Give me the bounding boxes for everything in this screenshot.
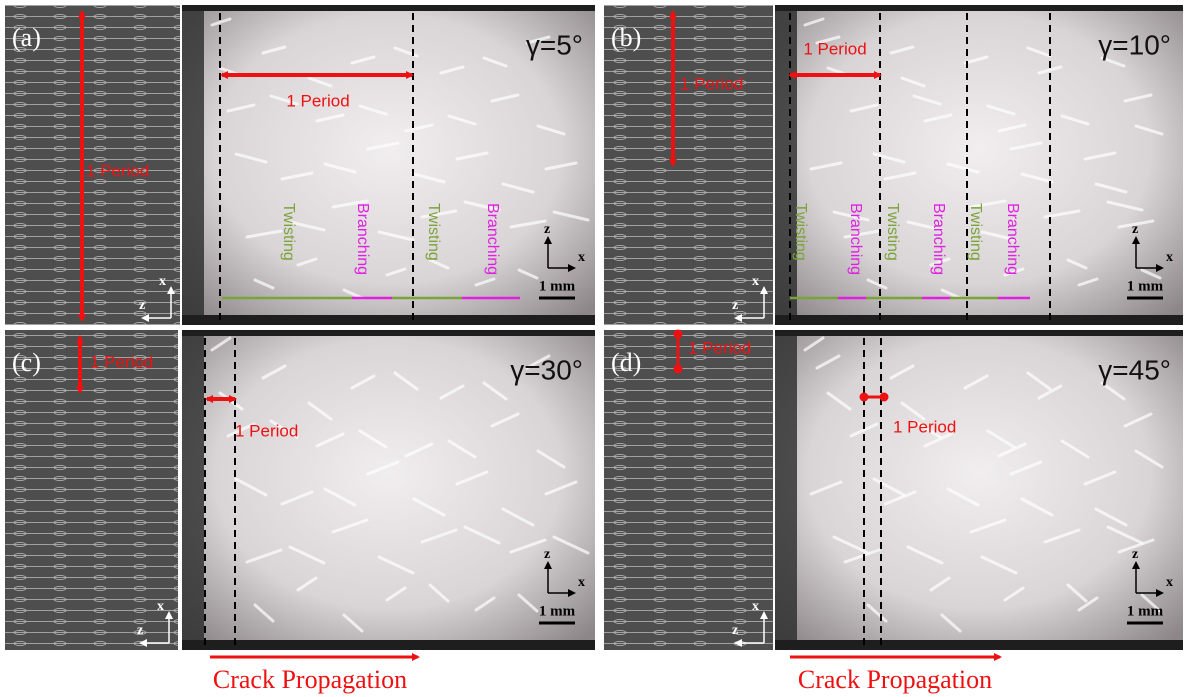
panel-label: (d) — [611, 348, 641, 377]
photo-axis-x: x — [578, 575, 585, 590]
gamma-label: γ=10° — [1098, 29, 1171, 60]
left-axis-x: x — [159, 274, 166, 289]
region-label: Twisting — [884, 203, 901, 261]
gamma-label: γ=45° — [1098, 354, 1171, 385]
region-label: Twisting — [280, 203, 297, 261]
region-label: Branching — [354, 203, 371, 275]
region-label: Twisting — [792, 203, 809, 261]
photo-axis-z: z — [544, 222, 550, 237]
crack-caption: Crack Propagation — [798, 665, 992, 694]
period-label-left: 1 Period — [90, 352, 153, 371]
photo-edge — [182, 5, 204, 325]
region-label: Branching — [930, 203, 947, 275]
region-label: Branching — [484, 203, 501, 275]
photo-edge — [775, 640, 1183, 650]
panel-label: (c) — [12, 348, 41, 377]
photo-edge — [182, 640, 595, 650]
photo-axis-z: z — [1132, 547, 1138, 562]
scale-label: 1 mm — [539, 603, 576, 619]
period-label-left: 1 Period — [688, 338, 751, 357]
scale-label: 1 mm — [1127, 603, 1164, 619]
scale-label: 1 mm — [539, 278, 576, 294]
photo-axis-x: x — [578, 250, 585, 265]
photo-axis-x: x — [1166, 250, 1173, 265]
photo-edge — [775, 5, 1183, 11]
region-label: Branching — [1004, 203, 1021, 275]
period-label-right: 1 Period — [803, 39, 866, 58]
left-axis-z: z — [732, 623, 738, 638]
region-label: Twisting — [425, 203, 442, 261]
left-axis-z: z — [137, 623, 143, 638]
crack-caption: Crack Propagation — [213, 665, 407, 694]
left-axis-z: z — [139, 298, 145, 313]
left-axis-x: x — [752, 599, 759, 614]
panel-label: (a) — [12, 23, 41, 52]
fiber-pattern — [604, 5, 773, 325]
fiber-pattern — [604, 330, 773, 650]
photo-edge — [182, 330, 204, 650]
gamma-label: γ=30° — [510, 354, 583, 385]
period-label-left: 1 Period — [86, 161, 149, 180]
period-label-right: 1 Period — [893, 417, 956, 436]
photo-edge — [775, 330, 797, 650]
photo-edge — [182, 330, 595, 336]
region-label: Branching — [847, 203, 864, 275]
fiber-pattern — [5, 330, 178, 650]
left-axis-z: z — [732, 298, 738, 313]
region-label: Twisting — [967, 203, 984, 261]
left-axis-x: x — [157, 599, 164, 614]
period-label-right: 1 Period — [286, 91, 349, 110]
period-label-right: 1 Period — [235, 421, 298, 440]
photo-edge — [775, 5, 797, 325]
photo-edge — [775, 315, 1183, 325]
gamma-label: γ=5° — [526, 29, 583, 60]
photo-edge — [182, 315, 595, 325]
panel-label: (b) — [611, 23, 641, 52]
photo-edge — [775, 330, 1183, 336]
photo-axis-z: z — [544, 547, 550, 562]
figure: (a) γ=5° 1 Period 1 Period Twisting Branching… — [0, 0, 1187, 697]
left-axis-x: x — [752, 274, 759, 289]
photo-edge — [182, 5, 595, 11]
photo-axis-x: x — [1166, 575, 1173, 590]
photo-axis-z: z — [1132, 222, 1138, 237]
scale-label: 1 mm — [1127, 278, 1164, 294]
period-label-left: 1 Period — [680, 74, 743, 93]
